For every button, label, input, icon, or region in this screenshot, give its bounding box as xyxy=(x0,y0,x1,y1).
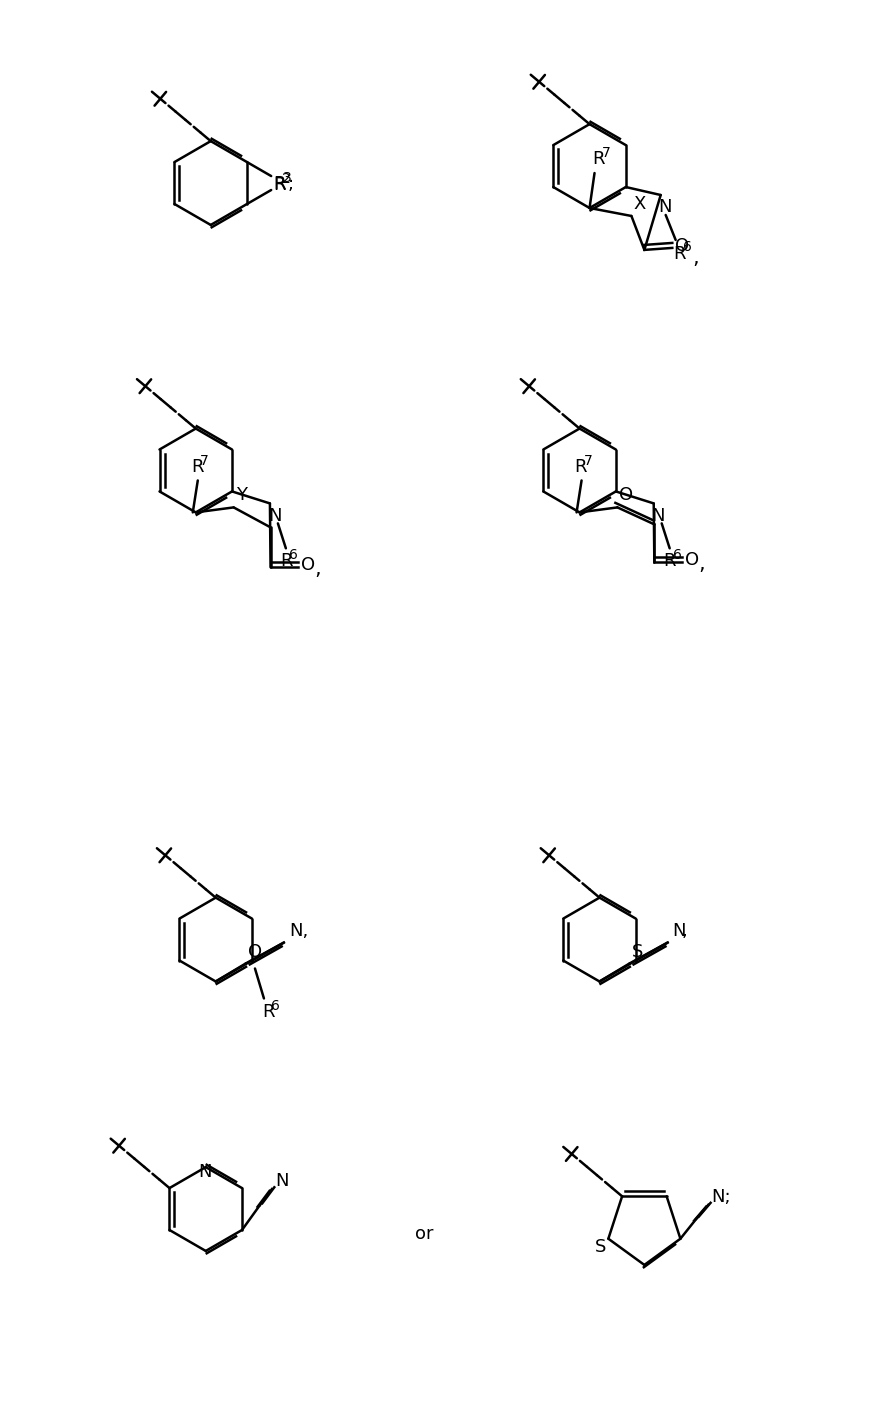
Text: N: N xyxy=(268,507,281,526)
Text: ,: , xyxy=(314,560,321,580)
Text: 7: 7 xyxy=(584,454,593,468)
Text: O: O xyxy=(619,487,634,504)
Text: 2: 2 xyxy=(282,171,291,186)
Text: N;: N; xyxy=(711,1188,731,1205)
Text: ,: , xyxy=(699,554,705,574)
Text: R: R xyxy=(273,176,286,194)
Text: R: R xyxy=(262,1004,274,1021)
Text: R: R xyxy=(575,458,587,477)
Text: 3: 3 xyxy=(282,170,291,184)
Text: S: S xyxy=(595,1238,606,1255)
Text: R: R xyxy=(273,176,286,193)
Text: N: N xyxy=(198,1164,211,1181)
Text: ,: , xyxy=(692,248,699,268)
Text: R: R xyxy=(664,553,676,570)
Text: R: R xyxy=(279,553,293,570)
Text: 7: 7 xyxy=(200,454,209,468)
Text: O: O xyxy=(247,942,262,961)
Text: O: O xyxy=(685,551,700,570)
Text: 6: 6 xyxy=(271,1000,280,1012)
Text: X: X xyxy=(634,196,646,213)
Text: N,: N, xyxy=(289,921,308,940)
Text: 6: 6 xyxy=(289,548,298,561)
Text: N: N xyxy=(659,198,672,216)
Text: O: O xyxy=(302,557,316,574)
Text: 6: 6 xyxy=(683,240,692,254)
Text: 7: 7 xyxy=(602,146,611,160)
Text: 6: 6 xyxy=(673,548,682,561)
Text: Y: Y xyxy=(236,487,247,504)
Text: or: or xyxy=(415,1225,433,1242)
Text: R: R xyxy=(674,244,686,263)
Text: ;: ; xyxy=(287,176,294,193)
Text: N: N xyxy=(275,1172,288,1190)
Text: R: R xyxy=(593,150,605,169)
Text: R: R xyxy=(190,458,203,477)
Text: N: N xyxy=(673,921,686,940)
Text: O: O xyxy=(676,237,690,256)
Text: ,: , xyxy=(682,921,688,940)
Text: N: N xyxy=(651,507,665,526)
Text: S: S xyxy=(631,942,643,961)
